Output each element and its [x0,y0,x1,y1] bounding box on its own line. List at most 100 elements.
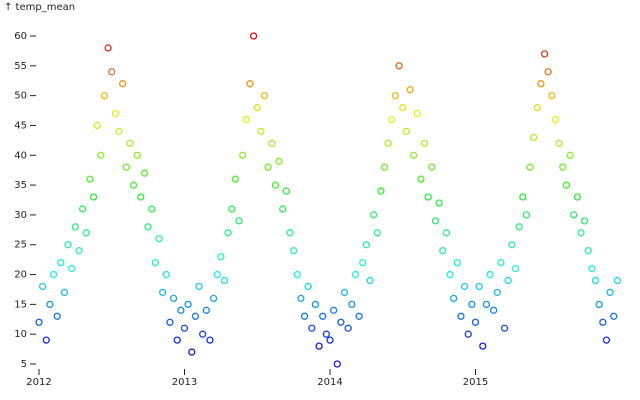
point [224,229,232,237]
point [213,270,221,279]
point [337,318,345,326]
point [35,318,43,326]
point [231,175,240,183]
point [195,282,203,291]
point [199,330,207,338]
point [439,247,447,255]
point [100,91,109,100]
point [304,282,312,291]
point [457,312,465,320]
point [289,247,298,255]
point [479,342,487,350]
point [126,139,134,147]
point [97,151,105,159]
point [82,229,90,237]
point [242,115,250,124]
point [173,336,181,344]
point [573,193,581,201]
point [329,306,338,314]
point [580,217,589,225]
point [515,223,523,231]
y-tick-label: 25 [14,240,27,251]
point [137,193,145,201]
x-tick-label: 2013 [172,377,197,388]
point [577,229,585,237]
point [264,163,272,171]
point [326,336,334,344]
point [162,270,170,279]
point [319,312,327,320]
y-tick-label: 10 [14,329,27,340]
point [602,336,611,344]
point [119,80,127,88]
point [369,211,378,219]
y-tick-label: 35 [14,180,27,191]
point [348,300,356,309]
point [570,211,578,219]
point [184,300,192,309]
point [482,300,491,309]
point [413,109,421,118]
point [108,68,116,76]
y-tick-label: 15 [14,299,27,310]
point [111,109,120,118]
point [260,91,269,100]
point [540,50,549,58]
point [508,241,516,249]
point [410,151,418,159]
y-tick-label: 55 [14,61,27,72]
y-tick-label: 5 [21,359,27,370]
point [220,276,229,285]
point [475,282,483,291]
point [533,103,541,112]
point [428,163,436,171]
point [431,217,440,225]
point [140,169,149,177]
point [493,288,501,297]
point [257,127,265,136]
point [562,181,571,189]
point [246,80,254,88]
point [544,68,552,76]
point [159,288,167,297]
point [122,163,130,171]
point [180,324,189,332]
y-tick-label: 30 [14,210,27,221]
point [355,312,363,320]
point [151,258,160,267]
x-tick-label: 2012 [26,377,51,388]
point [202,306,210,314]
point [275,157,283,165]
point [297,294,305,303]
y-tick-label: 50 [14,91,27,102]
point [209,294,218,303]
point [177,306,185,314]
point [71,223,80,231]
point [271,181,280,189]
point [551,115,560,124]
point [60,288,69,297]
point [228,205,236,213]
point [471,318,480,326]
point [169,294,178,303]
point [68,264,76,273]
point [79,205,87,213]
point [344,324,352,332]
point [188,348,196,356]
point [460,282,469,291]
y-tick-label: 20 [14,270,27,281]
point [450,294,458,303]
point [613,276,622,285]
point [57,258,65,267]
point [424,193,432,201]
point [497,258,505,267]
point [144,223,152,231]
point [268,139,276,147]
point [391,91,400,100]
point [191,312,200,320]
point [468,300,476,309]
point [104,44,112,52]
point [155,235,163,243]
point [559,163,567,171]
